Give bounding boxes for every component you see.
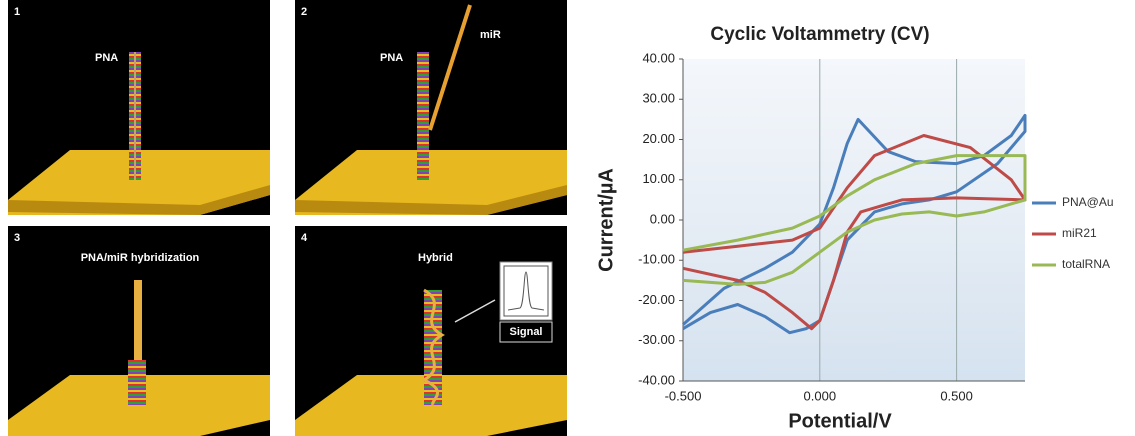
chart-title: Cyclic Voltammetry (CV) (710, 24, 929, 45)
legend-label: totalRNA (1062, 257, 1110, 271)
y-tick-label: 20.00 (642, 131, 675, 146)
panel-1: 1 PNA (8, 0, 270, 215)
chart: -0.500 0.000 0.500 40.00 30.00 20.00 10.00 0.00… (638, 50, 1113, 403)
panel-number: 1 (14, 6, 20, 18)
panel-label: Hybrid (418, 252, 453, 264)
panel-number: 2 (301, 6, 307, 18)
y-tick-label: -30.00 (638, 332, 675, 347)
panel-label: miR (480, 29, 501, 41)
panel-3: 3 PNA/miR hybridization (8, 226, 270, 436)
panel-label: Signal (509, 326, 542, 338)
y-tick-label: 10.00 (642, 171, 675, 186)
y-tick-label: 0.00 (650, 211, 675, 226)
y-tick-label: 40.00 (642, 50, 675, 65)
panel-2: 2 PNA miR (295, 0, 567, 215)
panel-4: 4 Hybrid Signal (295, 226, 567, 436)
y-axis-label: Current/µA (595, 168, 617, 272)
legend-label: PNA@Au (1062, 195, 1114, 209)
panel-number: 3 (14, 232, 20, 244)
panel-label: PNA (380, 52, 403, 64)
x-tick-label: 0.500 (940, 388, 973, 403)
x-tick-label: -0.500 (665, 388, 702, 403)
series-line (682, 113, 1027, 335)
panel-label: PNA/miR hybridization (81, 252, 200, 264)
y-tick-label: 30.00 (642, 91, 675, 106)
legend-label: miR21 (1062, 226, 1097, 240)
panel-number: 4 (301, 232, 308, 244)
x-axis-label: Potential/V (788, 410, 892, 432)
y-tick-label: -10.00 (638, 252, 675, 267)
y-tick-label: -20.00 (638, 292, 675, 307)
series-line (682, 134, 1027, 331)
panel-label: PNA (95, 52, 118, 64)
y-tick-label: -40.00 (638, 372, 675, 387)
series-line (682, 154, 1027, 286)
x-tick-label: 0.000 (804, 388, 837, 403)
